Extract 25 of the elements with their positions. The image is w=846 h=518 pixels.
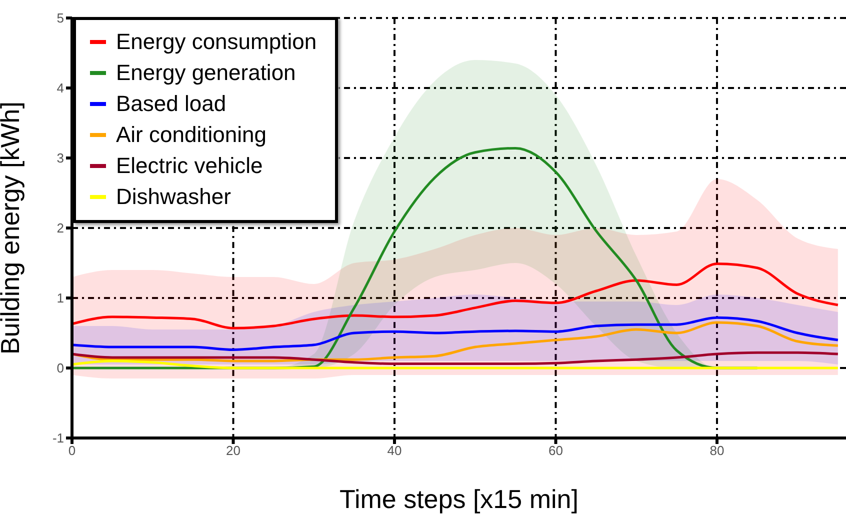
- y-tick-label: 1: [56, 290, 64, 306]
- legend-label: Air conditioning: [116, 121, 266, 149]
- y-tick-label: 4: [56, 80, 64, 96]
- y-axis-title: Building energy [kWh]: [0, 102, 26, 354]
- line-series: [72, 262, 840, 330]
- y-tick-label: -1: [52, 430, 64, 446]
- x-axis-title: Time steps [x15 min]: [340, 484, 578, 514]
- x-tick-label: 60: [548, 443, 563, 458]
- legend-label: Energy consumption: [116, 28, 317, 56]
- x-tick-label: 20: [226, 443, 240, 458]
- y-tick-label: 2: [56, 220, 64, 236]
- x-tick-label: 0: [68, 443, 76, 458]
- y-tick-label: 5: [56, 10, 64, 26]
- line-series: [72, 316, 840, 352]
- x-tick-label: 80: [710, 443, 724, 458]
- x-tick-label: 40: [387, 443, 402, 458]
- legend-label: Energy generation: [116, 59, 296, 87]
- legend-label: Electric vehicle: [116, 152, 263, 180]
- line-series: [72, 360, 840, 370]
- y-tick-label: 3: [56, 150, 64, 166]
- line-series: [72, 321, 840, 362]
- legend-label: Based load: [116, 90, 226, 118]
- legend-label: Dishwasher: [116, 183, 231, 211]
- y-tick-label: 0: [56, 360, 64, 376]
- line-series: [72, 351, 840, 366]
